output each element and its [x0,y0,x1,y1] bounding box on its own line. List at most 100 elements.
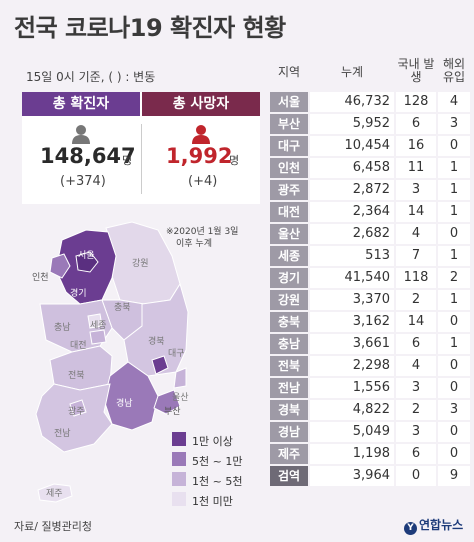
legend-label: 1천 ~ 5천 [192,475,243,488]
confirmed-total: 148,647 [40,144,136,168]
map-label-daegu: 대구 [168,348,185,359]
domestic-cell: 6 [396,114,436,134]
cumulative-cell: 41,540 [310,268,394,288]
summary-panel: 총 확진자 총 사망자 148,647 명 (+374) 1,992 명 (+4… [22,92,260,204]
region-gwangju [69,399,87,417]
map-label-gyeonggi: 경기 [70,287,87,299]
domestic-cell: 4 [396,224,436,244]
table-row: 부산 5,952 6 3 [270,114,470,134]
overseas-cell: 0 [438,378,470,398]
table-row: 대구 10,454 16 0 [270,136,470,156]
map-label-busan: 부산 [164,406,181,417]
region-busan [153,389,181,415]
region-cell: 전남 [270,378,308,398]
overseas-cell: 0 [438,224,470,244]
region-cell: 경남 [270,422,308,442]
map-label-incheon: 인천 [32,272,49,283]
table-row: 대전 2,364 14 1 [270,202,470,222]
region-cell: 광주 [270,180,308,200]
deaths-total: 1,992 [166,144,233,168]
region-cell: 충북 [270,312,308,332]
legend-swatch [172,472,186,486]
region-cell: 울산 [270,224,308,244]
table-row: 제주 1,198 6 0 [270,444,470,464]
overseas-cell: 0 [438,136,470,156]
yonhap-logo-icon: Y [404,522,417,535]
overseas-cell: 1 [438,180,470,200]
overseas-cell: 2 [438,268,470,288]
map-label-chungbuk: 충북 [114,302,131,313]
table-row: 경기 41,540 118 2 [270,268,470,288]
overseas-cell: 0 [438,312,470,332]
cumulative-cell: 2,298 [310,356,394,376]
table-row: 충남 3,661 6 1 [270,334,470,354]
domestic-cell: 16 [396,136,436,156]
domestic-cell: 6 [396,334,436,354]
table-row: 인천 6,458 11 1 [270,158,470,178]
region-cell: 강원 [270,290,308,310]
cumulative-cell: 513 [310,246,394,266]
region-jeonbuk [49,345,113,391]
region-jeju [37,483,73,503]
domestic-cell: 14 [396,312,436,332]
region-cell: 부산 [270,114,308,134]
header-overseas: 해외 유입 [442,57,466,84]
table-row: 검역 3,964 0 9 [270,466,470,486]
domestic-cell: 3 [396,180,436,200]
map-label-daejeon: 대전 [70,340,87,351]
map-label-chungnam: 충남 [54,322,71,333]
page-title: 전국 코로나19 확진자 현황 [14,14,286,42]
map-label-jeonnam: 전남 [54,428,71,439]
legend-label: 1만 이상 [192,435,233,448]
cumulative-cell: 10,454 [310,136,394,156]
cumulative-cell: 2,682 [310,224,394,244]
overseas-cell: 3 [438,114,470,134]
region-cell: 경기 [270,268,308,288]
map-label-jeonbuk: 전북 [68,370,85,381]
region-incheon [49,253,71,279]
domestic-cell: 6 [396,444,436,464]
region-sejong [87,313,103,329]
domestic-cell: 4 [396,356,436,376]
cumulative-cell: 3,370 [310,290,394,310]
table-row: 전북 2,298 4 0 [270,356,470,376]
legend-swatch [172,452,186,466]
region-cell: 충남 [270,334,308,354]
subtitle: 15일 0시 기준, ( ) : 변동 [26,70,156,84]
brand-name: 연합뉴스 [419,518,464,532]
region-cell: 경북 [270,400,308,420]
cumulative-cell: 3,661 [310,334,394,354]
header-cumulative: 누계 [340,65,364,79]
brand: Y 연합뉴스 [404,516,463,535]
legend-label: 1천 미만 [192,495,233,508]
confirmed-header: 총 확진자 [22,92,140,116]
map-label-sejong: 세종 [90,320,107,331]
overseas-cell: 1 [438,290,470,310]
domestic-cell: 14 [396,202,436,222]
map-label-gwangju: 광주 [68,405,85,417]
table-row: 세종 513 7 1 [270,246,470,266]
deaths-header: 총 사망자 [142,92,260,116]
overseas-cell: 1 [438,334,470,354]
deaths-unit: 명 [229,154,240,167]
region-cell: 제주 [270,444,308,464]
table-row: 전남 1,556 3 0 [270,378,470,398]
legend-swatch [172,492,186,506]
map-label-ulsan: 울산 [172,392,189,403]
cumulative-cell: 2,364 [310,202,394,222]
cumulative-cell: 3,162 [310,312,394,332]
domestic-cell: 3 [396,422,436,442]
overseas-cell: 0 [438,422,470,442]
domestic-cell: 2 [396,400,436,420]
summary-divider [141,124,142,194]
overseas-cell: 9 [438,466,470,486]
region-cell: 세종 [270,246,308,266]
cumulative-cell: 5,952 [310,114,394,134]
domestic-cell: 3 [396,378,436,398]
region-cell: 검역 [270,466,308,486]
confirmed-unit: 명 [122,154,133,167]
domestic-cell: 128 [396,92,436,112]
cumulative-cell: 1,198 [310,444,394,464]
region-cell: 대구 [270,136,308,156]
region-cell: 전북 [270,356,308,376]
